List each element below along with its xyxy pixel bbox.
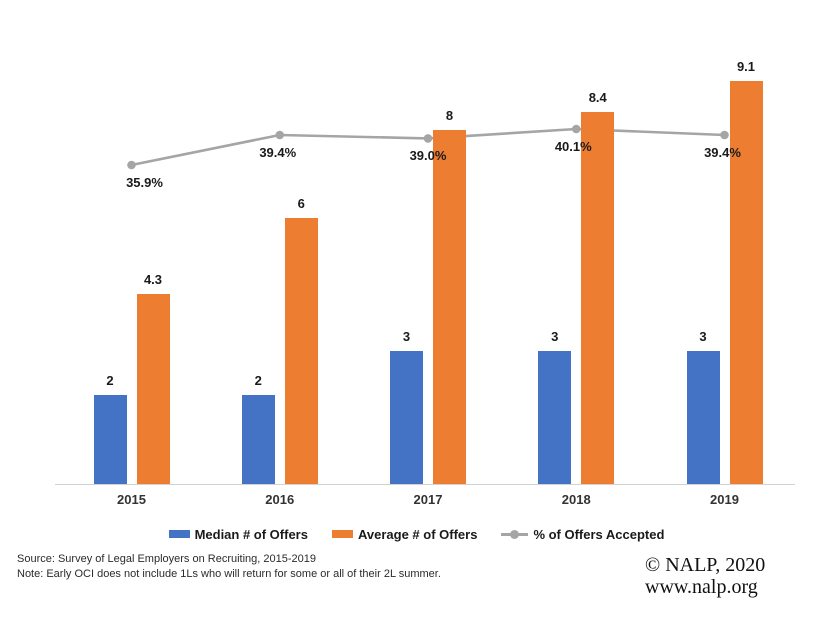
branding-block: © NALP, 2020 www.nalp.org — [645, 554, 765, 598]
legend-line-dot-icon — [510, 529, 520, 539]
line-value-label-2017: 39.0% — [409, 148, 447, 164]
legend-label-median: Median # of Offers — [194, 526, 308, 542]
legend-item-accepted: % of Offers Accepted — [501, 527, 664, 542]
x-axis-label-2018: 2018 — [561, 492, 591, 507]
bar-value-label-average-2019: 9.1 — [736, 58, 756, 74]
legend-label-average: Average # of Offers — [357, 526, 478, 542]
bar-average-2015 — [136, 293, 170, 484]
bar-value-label-median-2019: 3 — [699, 329, 707, 345]
footer-notes: Source: Survey of Legal Employers on Rec… — [17, 552, 441, 582]
legend-label-accepted: % of Offers Accepted — [533, 526, 665, 542]
bar-value-label-average-2017: 8 — [445, 107, 454, 123]
x-axis-label-2015: 2015 — [117, 492, 146, 507]
bar-median-2016 — [241, 395, 275, 484]
line-value-label-2019: 39.4% — [704, 145, 741, 160]
note-text: Note: Early OCI does not include 1Ls who… — [17, 568, 441, 580]
bar-median-2017 — [390, 351, 423, 484]
bar-average-2016 — [284, 218, 318, 484]
legend-line-marker-icon — [501, 529, 529, 539]
line-point-2017 — [423, 134, 433, 143]
bar-average-2019 — [729, 80, 763, 484]
line-point-2019 — [720, 130, 729, 140]
x-axis-label-2017: 2017 — [413, 492, 443, 507]
bar-value-label-median-2015: 2 — [106, 373, 114, 389]
line-value-label-2015: 35.9% — [126, 175, 163, 190]
line-point-2018 — [571, 124, 581, 134]
line-point-2016 — [275, 130, 285, 140]
website-text: www.nalp.org — [645, 576, 758, 598]
copyright-text: © NALP, 2020 — [645, 554, 766, 576]
x-axis-label-2016: 2016 — [265, 492, 295, 507]
bar-median-2019 — [686, 351, 720, 484]
bar-value-label-median-2018: 3 — [551, 329, 559, 345]
bar-value-label-median-2017: 3 — [402, 329, 411, 345]
legend-swatch-average-icon — [331, 530, 353, 538]
bar-median-2018 — [538, 351, 572, 484]
source-text: Source: Survey of Legal Employers on Rec… — [17, 553, 317, 565]
bar-average-2017 — [433, 129, 466, 484]
bar-average-2018 — [581, 111, 615, 484]
bar-value-label-median-2016: 2 — [254, 373, 262, 389]
x-axis-label-2019: 2019 — [710, 492, 739, 507]
bar-median-2015 — [93, 395, 127, 484]
legend: Median # of Offers Average # of Offers %… — [0, 525, 833, 543]
legend-item-median: Median # of Offers — [168, 526, 308, 542]
bar-value-label-average-2018: 8.4 — [588, 89, 607, 105]
bar-value-label-average-2015: 4.3 — [143, 271, 163, 287]
x-axis-line — [55, 484, 795, 485]
legend-item-average: Average # of Offers — [331, 526, 478, 542]
line-value-label-2016: 39.4% — [259, 145, 297, 160]
legend-swatch-median-icon — [168, 530, 190, 538]
line-point-2015 — [127, 160, 136, 170]
bar-value-label-average-2016: 6 — [297, 196, 305, 212]
line-value-label-2018: 40.1% — [554, 139, 592, 154]
